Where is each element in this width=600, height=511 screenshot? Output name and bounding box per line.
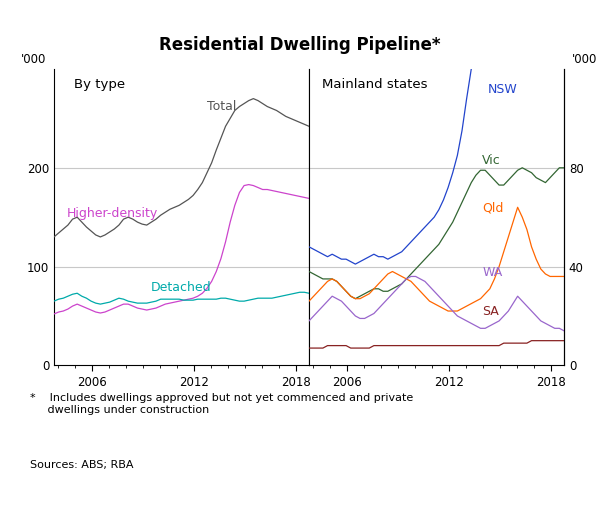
Text: SA: SA <box>482 305 499 318</box>
Text: NSW: NSW <box>487 83 517 96</box>
Text: Mainland states: Mainland states <box>322 78 427 91</box>
Text: Total: Total <box>207 101 236 113</box>
Text: By type: By type <box>74 78 125 91</box>
Text: *    Includes dwellings approved but not yet commenced and private
     dwelling: * Includes dwellings approved but not ye… <box>30 393 413 415</box>
Text: Higher-density: Higher-density <box>67 207 158 220</box>
Text: Qld: Qld <box>482 201 504 214</box>
Text: '000: '000 <box>21 53 46 66</box>
Text: WA: WA <box>482 266 503 280</box>
Text: Residential Dwelling Pipeline*: Residential Dwelling Pipeline* <box>159 36 441 54</box>
Text: Sources: ABS; RBA: Sources: ABS; RBA <box>30 460 133 470</box>
Text: Detached: Detached <box>151 281 212 294</box>
Text: '000: '000 <box>572 53 597 66</box>
Text: Vic: Vic <box>482 154 501 167</box>
